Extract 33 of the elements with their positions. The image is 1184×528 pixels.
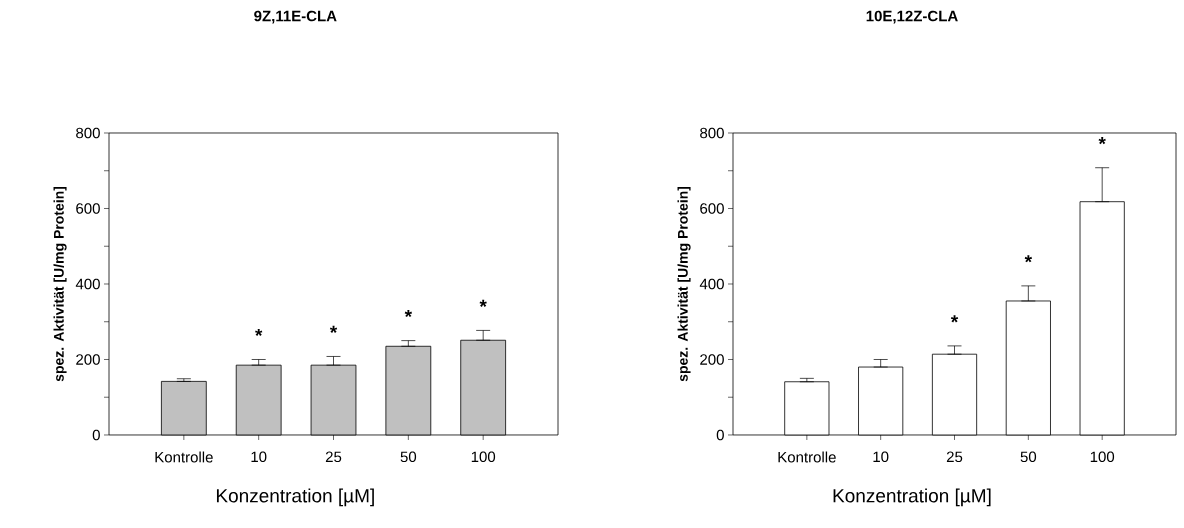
- y-tick-label: 200: [76, 354, 100, 365]
- chart-title: 10E,12Z-CLA: [866, 10, 958, 24]
- x-axis-title: Konzentration [µM]: [216, 488, 374, 507]
- data-label: *: [329, 325, 338, 333]
- y-axis-title: spez. Aktivität [U/mg Protein]: [677, 186, 691, 382]
- data-label: *: [950, 315, 959, 323]
- y-axis-title: spez. Aktivität [U/mg Protein]: [53, 186, 67, 382]
- x-tick-label: 50: [400, 451, 417, 463]
- y-tick-label: 400: [75, 278, 100, 290]
- data-label: *: [1024, 255, 1033, 263]
- x-tick-label: Kontrolle: [155, 451, 213, 463]
- y-tick-label: 600: [700, 203, 724, 214]
- x-tick-label: 100: [471, 451, 496, 463]
- x-tick-label: 100: [1090, 451, 1115, 463]
- x-tick-label: 50: [1020, 451, 1037, 463]
- y-tick-label: 0: [92, 429, 100, 441]
- y-tick-label: 0: [716, 429, 724, 441]
- data-label: *: [1098, 137, 1106, 145]
- y-tick-label: 600: [76, 203, 100, 214]
- data-label: *: [255, 328, 263, 336]
- y-tick-label: 400: [699, 278, 724, 290]
- x-tick-label: Kontrolle: [778, 451, 836, 463]
- x-axis-title: Konzentration [µM]: [833, 488, 991, 507]
- y-tick-label: 200: [700, 354, 724, 365]
- x-tick-label: 10: [251, 451, 267, 463]
- data-label: *: [404, 310, 413, 318]
- y-tick-label: 800: [700, 127, 724, 139]
- chart-title: 9Z,11E-CLA: [254, 10, 337, 24]
- y-tick-label: 800: [76, 127, 100, 139]
- x-tick-label: 25: [946, 451, 963, 463]
- x-tick-label: 10: [873, 451, 889, 463]
- x-tick-label: 25: [325, 451, 342, 463]
- data-label: *: [479, 299, 487, 307]
